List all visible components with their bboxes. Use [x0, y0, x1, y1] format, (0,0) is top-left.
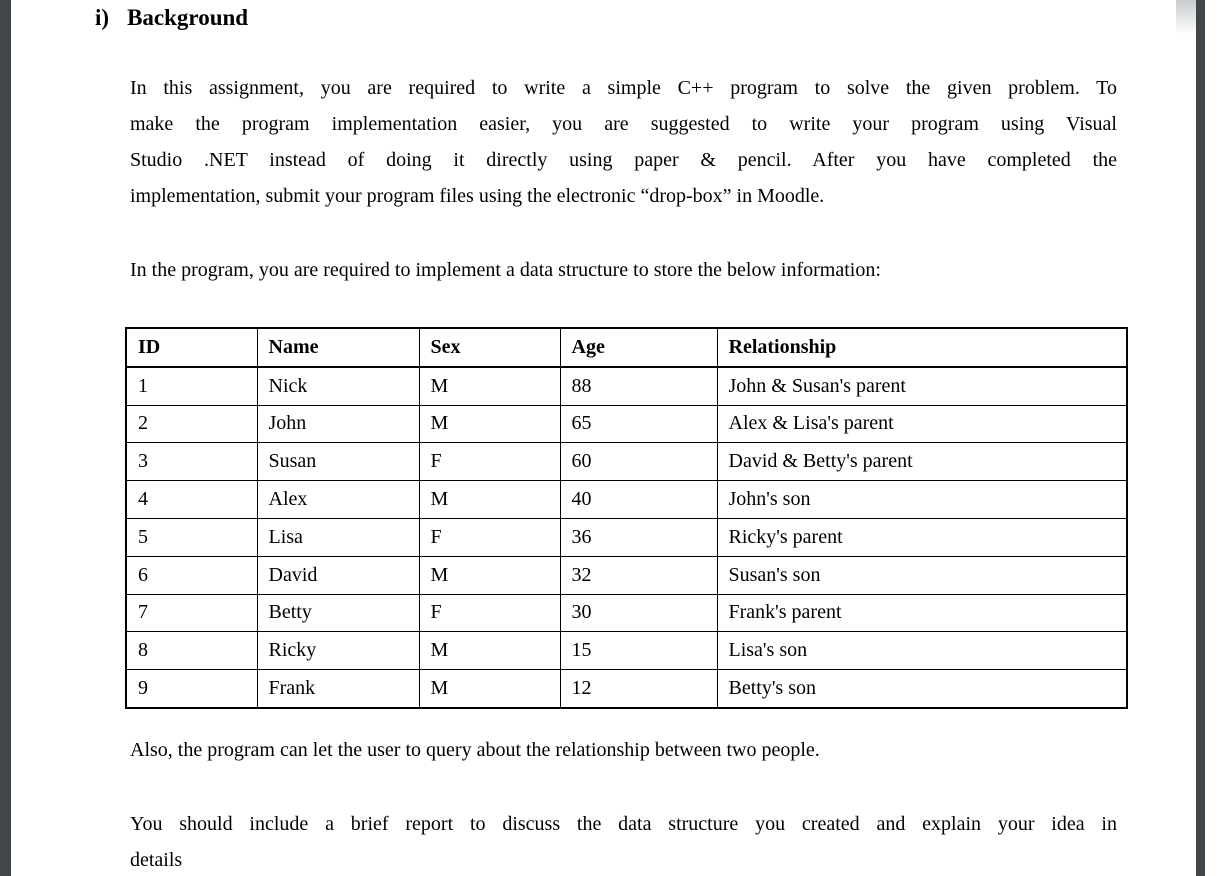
- cell-sex: F: [418, 593, 561, 633]
- cell-age: 40: [559, 480, 718, 519]
- cell-name: Frank: [256, 669, 420, 709]
- paragraph-assignment-intro: In this assignment, you are required to …: [130, 70, 1117, 214]
- text-line: Also, the program can let the user to qu…: [130, 739, 820, 761]
- cell-id: 5: [125, 517, 258, 557]
- table-header-row: ID Name Sex Age Relationship: [125, 327, 1128, 368]
- text-line: In the program, you are required to impl…: [130, 259, 881, 281]
- column-header-relationship: Relationship: [716, 327, 1128, 368]
- cell-sex: M: [418, 366, 561, 406]
- column-header-age: Age: [559, 327, 718, 368]
- cell-relationship: John & Susan's parent: [716, 366, 1128, 406]
- cell-sex: M: [418, 480, 561, 519]
- cell-sex: M: [418, 404, 561, 444]
- cell-id: 7: [125, 593, 258, 633]
- cell-relationship: Frank's parent: [716, 593, 1128, 633]
- cell-name: Susan: [256, 442, 420, 482]
- cell-sex: M: [418, 669, 561, 709]
- column-header-id: ID: [125, 327, 258, 368]
- cell-age: 88: [559, 366, 718, 406]
- viewer-edge-left: [0, 0, 11, 876]
- table-row: 1 Nick M 88 John & Susan's parent: [125, 366, 1128, 406]
- text-line: In this assignment, you are required to …: [130, 77, 1117, 99]
- cell-sex: F: [418, 517, 561, 557]
- section-heading: i) Background: [95, 3, 248, 33]
- table-row: 3 Susan F 60 David & Betty's parent: [125, 442, 1128, 482]
- cell-relationship: David & Betty's parent: [716, 442, 1128, 482]
- cell-id: 3: [125, 442, 258, 482]
- cell-name: David: [256, 555, 420, 595]
- cell-age: 36: [559, 517, 718, 557]
- cell-age: 65: [559, 404, 718, 444]
- text-line: You should include a brief report to dis…: [130, 813, 1117, 835]
- cell-id: 9: [125, 669, 258, 709]
- cell-relationship: Alex & Lisa's parent: [716, 404, 1128, 444]
- cell-sex: M: [418, 555, 561, 595]
- cell-sex: M: [418, 631, 561, 671]
- table-row: 5 Lisa F 36 Ricky's parent: [125, 517, 1128, 557]
- table-row: 8 Ricky M 15 Lisa's son: [125, 631, 1128, 671]
- cell-name: Betty: [256, 593, 420, 633]
- paragraph-data-structure: In the program, you are required to impl…: [130, 252, 1117, 288]
- cell-sex: F: [418, 442, 561, 482]
- cell-id: 2: [125, 404, 258, 444]
- column-header-name: Name: [256, 327, 420, 368]
- viewer-edge-right: [1196, 0, 1205, 876]
- cell-name: Alex: [256, 480, 420, 519]
- cell-relationship: John's son: [716, 480, 1128, 519]
- table-row: 4 Alex M 40 John's son: [125, 480, 1128, 519]
- paragraph-report: You should include a brief report to dis…: [130, 806, 1117, 876]
- table-row: 7 Betty F 30 Frank's parent: [125, 593, 1128, 633]
- cell-id: 4: [125, 480, 258, 519]
- text-line: details: [130, 849, 183, 871]
- section-title: Background: [127, 5, 249, 30]
- table-row: 9 Frank M 12 Betty's son: [125, 669, 1128, 709]
- cell-age: 12: [559, 669, 718, 709]
- table-row: 2 John M 65 Alex & Lisa's parent: [125, 404, 1128, 444]
- people-table: ID Name Sex Age Relationship 1 Nick M 88…: [125, 327, 1128, 709]
- cell-id: 6: [125, 555, 258, 595]
- table-row: 6 David M 32 Susan's son: [125, 555, 1128, 595]
- text-line: make the program implementation easier, …: [130, 113, 1117, 135]
- cell-age: 15: [559, 631, 718, 671]
- cell-name: Ricky: [256, 631, 420, 671]
- cell-id: 1: [125, 366, 258, 406]
- cell-name: Nick: [256, 366, 420, 406]
- cell-age: 60: [559, 442, 718, 482]
- cell-id: 8: [125, 631, 258, 671]
- section-number: i): [95, 5, 110, 30]
- cell-age: 32: [559, 555, 718, 595]
- cell-relationship: Betty's son: [716, 669, 1128, 709]
- cell-age: 30: [559, 593, 718, 633]
- column-header-sex: Sex: [418, 327, 561, 368]
- cell-relationship: Susan's son: [716, 555, 1128, 595]
- cell-relationship: Lisa's son: [716, 631, 1128, 671]
- paragraph-query: Also, the program can let the user to qu…: [130, 732, 1117, 768]
- text-line: Studio .NET instead of doing it directly…: [130, 149, 1117, 171]
- cell-name: John: [256, 404, 420, 444]
- cell-relationship: Ricky's parent: [716, 517, 1128, 557]
- cell-name: Lisa: [256, 517, 420, 557]
- text-line: implementation, submit your program file…: [130, 185, 825, 207]
